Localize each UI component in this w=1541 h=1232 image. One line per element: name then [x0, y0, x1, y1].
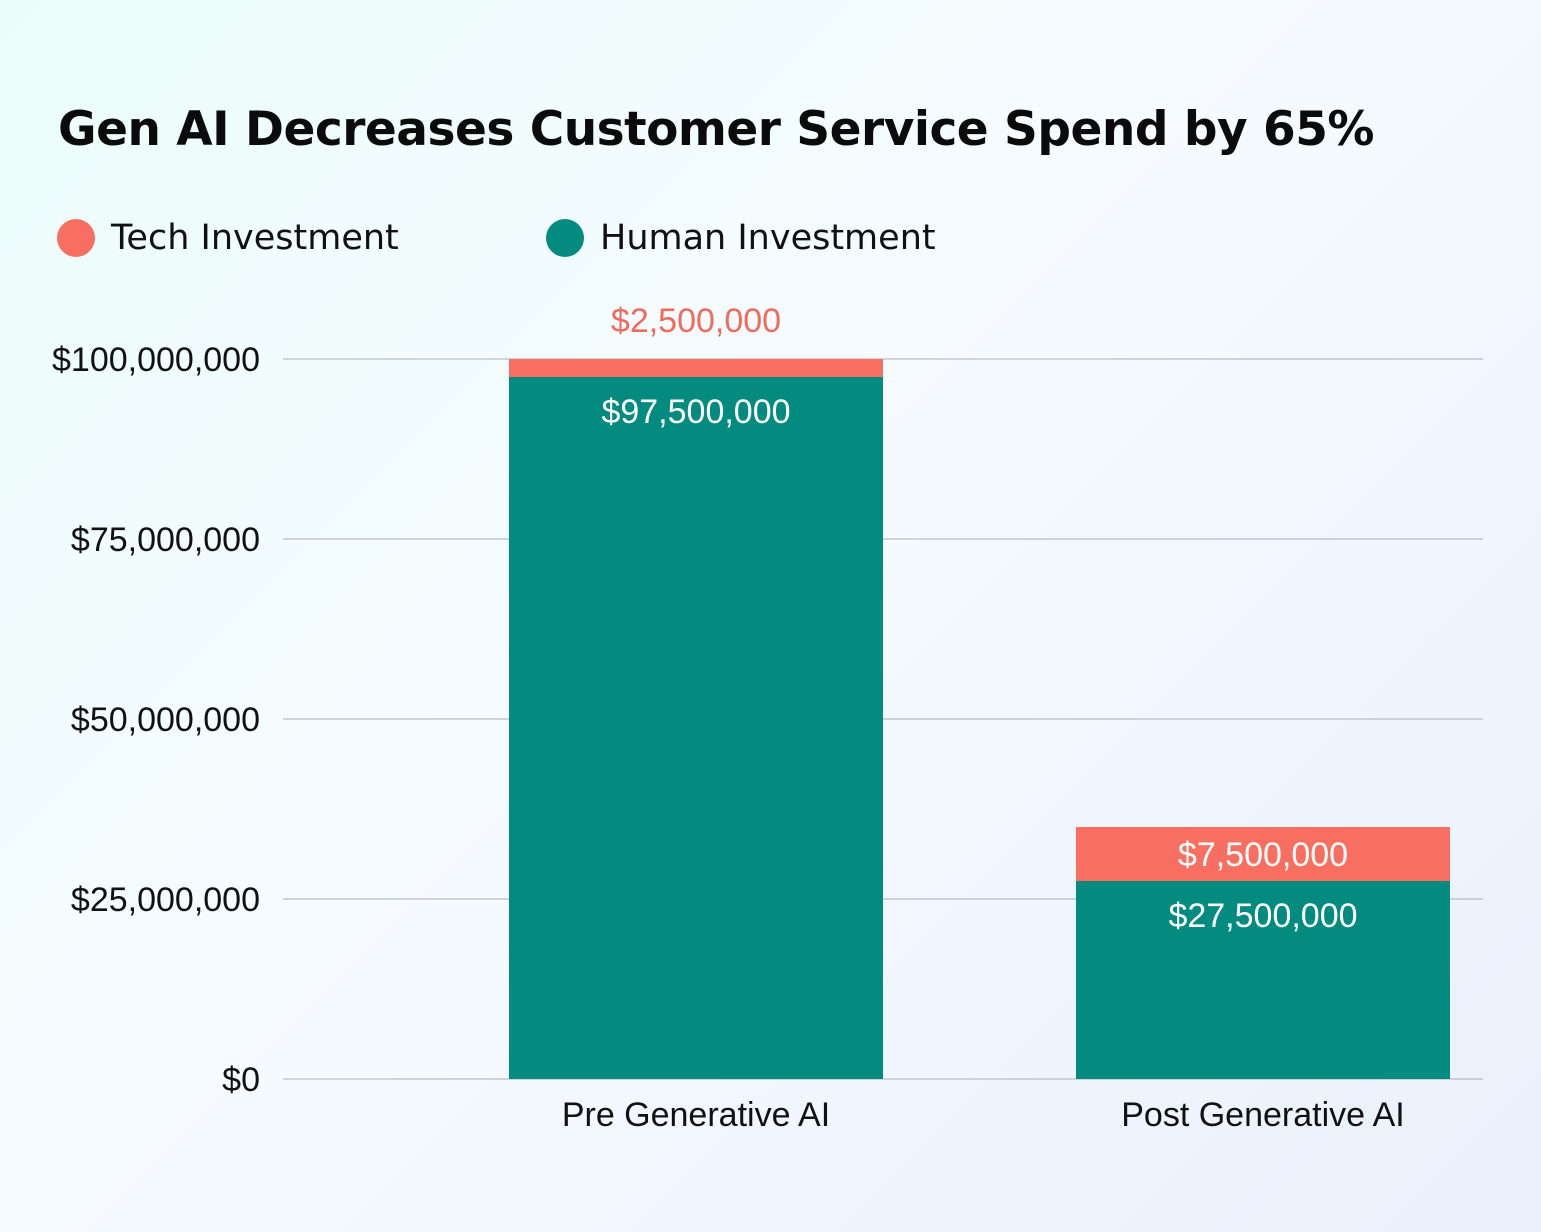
legend-label-human-investment: Human Investment [600, 218, 936, 258]
bar-tech-investment-pre-generative-ai [509, 359, 883, 377]
x-category-label: Pre Generative AI [562, 1096, 830, 1134]
data-label-tech-investment: $7,500,000 [1178, 836, 1348, 874]
legend-label-tech-investment: Tech Investment [111, 218, 399, 258]
y-axis-tick-labels: $0 $25,000,000 $50,000,000 $75,000,000 $100,… [52, 341, 260, 1099]
legend-item-tech-investment: Tech Investment [57, 216, 399, 260]
legend-swatch-tech-investment [57, 219, 95, 257]
legend-item-human-investment: Human Investment [546, 216, 936, 260]
bar-human-investment-post-generative-ai [1076, 881, 1450, 1079]
y-tick-label: $100,000,000 [52, 341, 260, 379]
legend-swatch-human-investment [546, 219, 584, 257]
bars [509, 359, 1450, 1079]
chart-title: Gen AI Decreases Customer Service Spend … [58, 102, 1375, 157]
y-tick-label: $50,000,000 [71, 701, 260, 739]
data-label-tech-investment: $2,500,000 [611, 302, 781, 340]
x-axis-category-labels: Pre Generative AI Post Generative AI [562, 1096, 1405, 1134]
x-category-label: Post Generative AI [1121, 1096, 1405, 1134]
y-tick-label: $0 [222, 1061, 260, 1099]
y-tick-label: $25,000,000 [71, 881, 260, 919]
data-label-human-investment: $27,500,000 [1168, 897, 1357, 935]
y-tick-label: $75,000,000 [71, 521, 260, 559]
bar-human-investment-pre-generative-ai [509, 377, 883, 1079]
data-labels: $97,500,000 $2,500,000 $27,500,000 $7,500,0… [601, 302, 1357, 935]
bar-tech-investment-post-generative-ai [1076, 827, 1450, 881]
data-label-human-investment: $97,500,000 [601, 393, 790, 431]
